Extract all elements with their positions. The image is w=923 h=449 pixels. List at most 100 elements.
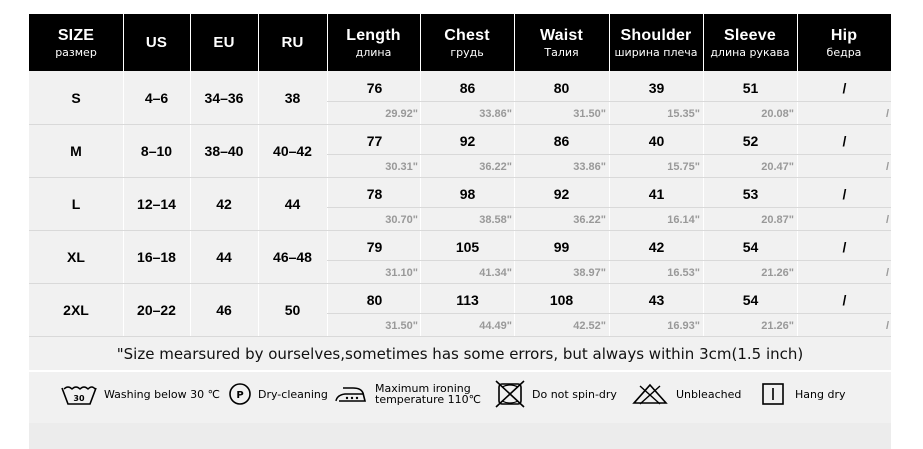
chest-inch-value: 36.22" [479,161,512,173]
waist-inch-value: 36.22" [573,214,606,226]
shoulder-inch-value: 15.35" [667,108,700,120]
svg-text:30: 30 [73,394,85,403]
shoulder-cm-value: 39 [648,80,665,96]
column-divider [190,14,191,337]
column-divider [258,14,259,337]
hip-inch-value: / [885,267,889,279]
hip-inch-value: / [885,214,889,226]
top-strip [29,0,891,14]
waist-cm-value: 108 [549,292,574,308]
size-cell: L [71,195,81,212]
sleeve-inch-value: 21.26" [761,320,794,332]
header-shoulder-label: Shoulder [620,26,692,44]
column-divider [123,14,124,337]
care-item-unbleached: Unbleached [632,378,741,410]
row-divider [29,230,891,231]
header-hip-ru: бедра [826,45,862,59]
size-cell: XL [67,248,85,265]
sleeve-inch-value: 20.47" [761,161,794,173]
header-chest-label: Chest [444,26,490,44]
length-cm-value: 76 [366,80,383,96]
waist-inch-value: 31.50" [573,108,606,120]
column-divider [797,14,798,337]
header-waist-ru: Талия [544,45,579,59]
header-hip-label: Hip [830,26,858,44]
column-divider [327,14,328,337]
row-subdivider [327,207,891,208]
row-subdivider [327,154,891,155]
eu-cell: 44 [216,248,232,265]
length-inch-value: 31.10" [385,267,418,279]
measurement-note: "Size mearsured by ourselves,sometimes h… [116,345,804,363]
eu-cell: 42 [216,195,232,212]
length-cm-value: 77 [366,133,383,149]
size-cell: M [70,142,82,159]
shoulder-inch-value: 16.53" [667,267,700,279]
header-waist-label: Waist [539,26,584,44]
sleeve-cm-value: 53 [742,186,759,202]
care-item-washing: 30 Washing below 30 ℃ [60,378,220,410]
row-subdivider [327,313,891,314]
header-sleeve-ru: длина рукава [710,45,790,59]
sleeve-inch-value: 20.87" [761,214,794,226]
care-item-hang-dry: Hang dry [761,378,845,410]
care-label-ironing-line1: Maximum ironing [375,382,471,395]
header-waist: Waist Талия [514,14,609,71]
care-label-ironing-line2: temperature 110℃ [375,393,481,406]
shoulder-inch-value: 15.75" [667,161,700,173]
length-inch-value: 29.92" [385,108,418,120]
waist-cm-value: 80 [553,80,570,96]
shoulder-cm-value: 40 [648,133,665,149]
size-cell: 2XL [63,301,89,318]
care-label-hang-dry: Hang dry [795,387,846,401]
sleeve-cm-value: 54 [742,239,759,255]
chest-cm-value: 92 [459,133,476,149]
hip-cm-value: / [842,292,847,308]
chest-cm-value: 113 [456,292,479,308]
hip-inch-value: / [885,161,889,173]
header-sleeve: Sleeve длина рукава [703,14,797,71]
eu-cell: 38–40 [204,142,244,159]
sleeve-inch-value: 20.08" [761,108,794,120]
chest-cm-value: 98 [459,186,476,202]
header-eu-label: EU [213,34,235,51]
care-label-washing: Washing below 30 ℃ [104,387,220,401]
row-subdivider [327,101,891,102]
header-length-ru: длина [355,45,392,59]
hip-inch-value: / [885,108,889,120]
us-cell: 12–14 [137,195,176,212]
waist-inch-value: 42.52" [573,320,606,332]
note-divider [29,370,891,372]
header-shoulder: Shoulder ширина плеча [609,14,703,71]
column-divider [514,14,515,337]
hang-dry-icon [761,382,785,406]
ru-cell: 46–48 [273,248,312,265]
row-divider [29,336,891,337]
header-chest-ru: грудь [450,45,484,59]
hip-cm-value: / [842,80,847,96]
care-label-ironing: Maximum ironing temperature 110℃ [375,383,481,405]
row-divider [29,177,891,178]
length-cm-value: 79 [366,239,383,255]
header-sleeve-label: Sleeve [724,26,776,44]
shoulder-cm-value: 43 [648,292,665,308]
waist-cm-value: 92 [553,186,570,202]
waist-cm-value: 99 [553,239,570,255]
waist-inch-value: 33.86" [573,161,606,173]
header-chest: Chest грудь [420,14,514,71]
hip-cm-value: / [842,133,847,149]
waist-inch-value: 38.97" [573,267,606,279]
header-length-label: Length [346,26,401,44]
header-size-ru: размер [55,45,97,59]
ru-cell: 40–42 [273,142,312,159]
length-inch-value: 30.70" [385,214,418,226]
shoulder-cm-value: 42 [648,239,665,255]
sleeve-cm-value: 52 [742,133,759,149]
care-item-no-spin: Do not spin-dry [494,378,617,410]
no-spin-dry-icon [494,380,526,408]
care-label-no-spin: Do not spin-dry [532,387,617,401]
us-cell: 4–6 [144,89,169,106]
row-divider [29,283,891,284]
sleeve-cm-value: 54 [742,292,759,308]
hip-cm-value: / [842,186,847,202]
